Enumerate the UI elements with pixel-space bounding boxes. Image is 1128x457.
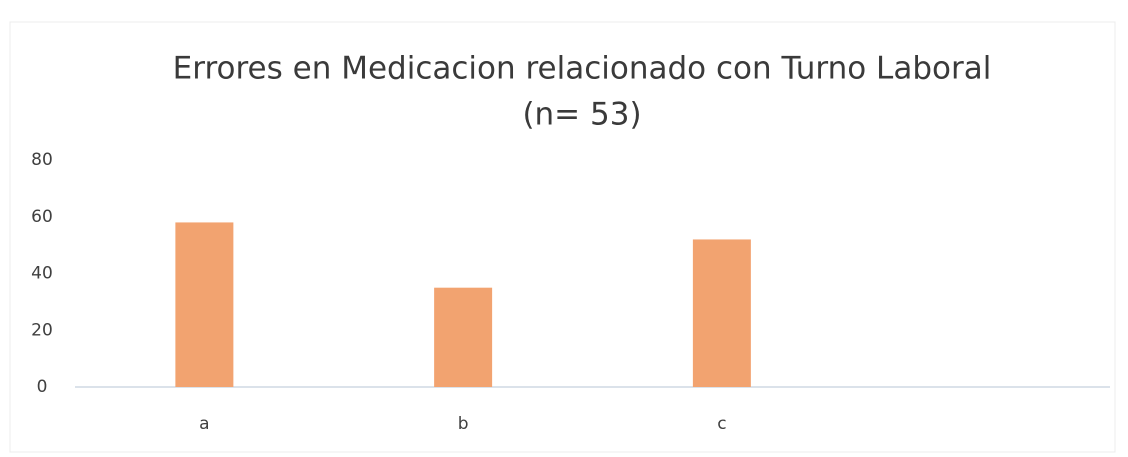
y-tick-label: 0	[37, 377, 48, 397]
bar	[434, 287, 493, 387]
x-tick-label: c	[717, 414, 726, 434]
chart-border	[9, 21, 1116, 453]
bar	[692, 239, 751, 387]
y-tick-label: 40	[31, 264, 53, 284]
chart-title: Errores en Medicacion relacionado con Tu…	[173, 51, 992, 87]
y-tick-label: 60	[31, 207, 53, 227]
x-tick-label: b	[458, 414, 469, 434]
bar	[175, 222, 234, 387]
chart-subtitle: (n= 53)	[522, 97, 641, 133]
y-tick-label: 80	[31, 150, 53, 170]
x-tick-label: a	[199, 414, 209, 434]
y-tick-label: 20	[31, 320, 53, 340]
